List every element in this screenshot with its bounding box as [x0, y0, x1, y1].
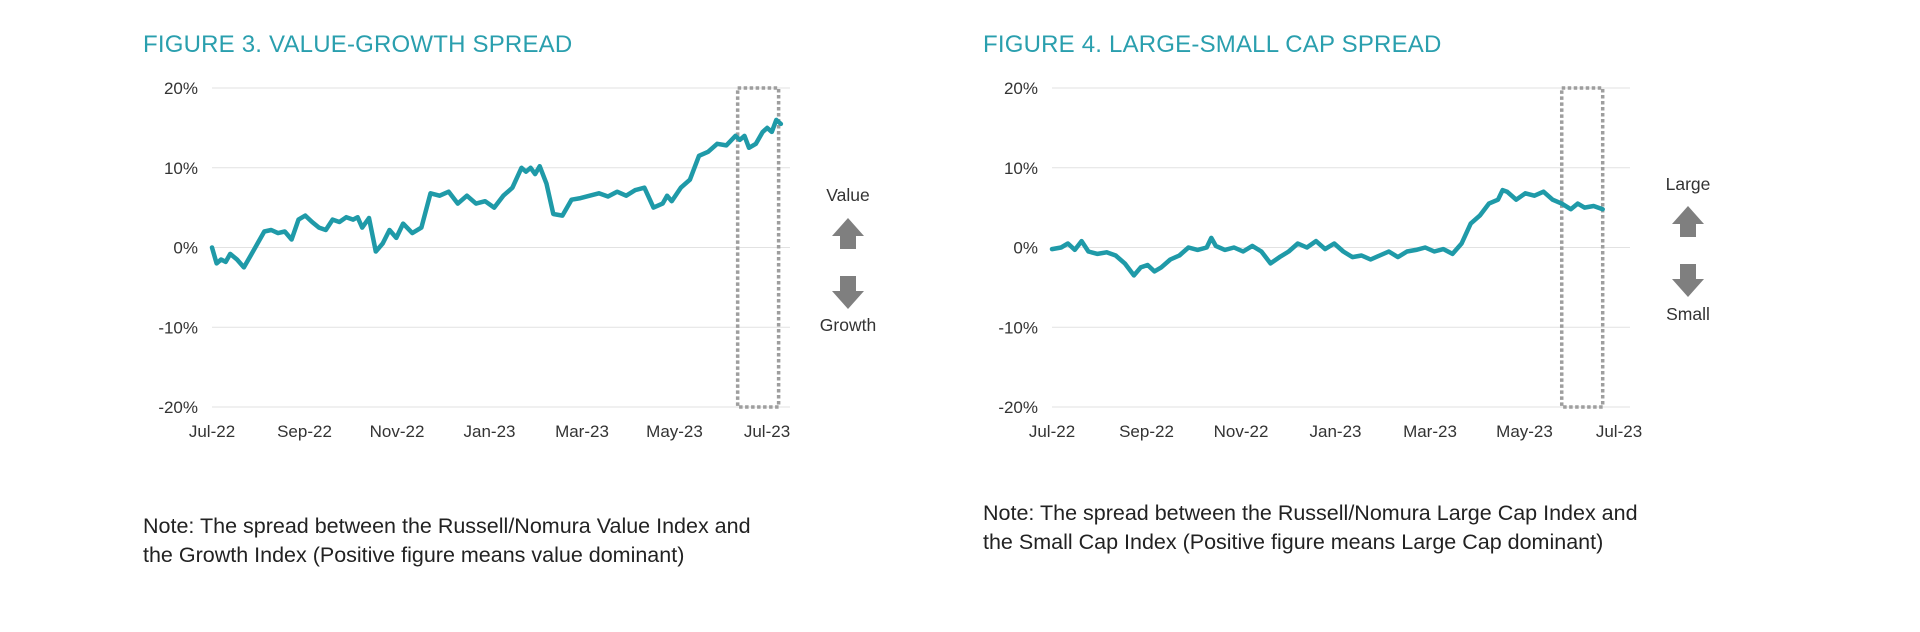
figure4-note-line1: Note: The spread between the Russell/Nom…	[983, 501, 1638, 525]
figure3-note-line2: the Growth Index (Positive figure means …	[143, 543, 685, 567]
y-tick-label: -10%	[158, 318, 198, 337]
x-tick-label: May-23	[1496, 422, 1553, 441]
x-tick-label: Jan-23	[1310, 422, 1362, 441]
y-tick-label: 0%	[173, 239, 198, 258]
large-small-chart: 20% 10% 0% -10% -20% Jul-22 Sep-22 Nov-22 Jan-23…	[998, 79, 1704, 441]
y-tick-label: -20%	[998, 398, 1038, 417]
figure3-note-line1: Note: The spread between the Russell/Nom…	[143, 514, 751, 538]
down-arrow-icon	[1672, 264, 1704, 297]
x-tick-label: Mar-23	[1403, 422, 1457, 441]
x-tick-label: Nov-22	[1214, 422, 1269, 441]
growth-label: Growth	[819, 315, 877, 335]
x-tick-label: May-23	[646, 422, 703, 441]
figure4-note: Note: The spread between the Russell/Nom…	[983, 499, 1638, 557]
highlight-box	[735, 86, 781, 409]
x-tick-label: Jul-23	[1596, 422, 1642, 441]
y-tick-label: 0%	[1013, 239, 1038, 258]
down-arrow-icon	[832, 276, 864, 309]
highlight-box	[1559, 86, 1605, 409]
series-line	[209, 117, 784, 270]
large-label: Large	[1665, 174, 1711, 194]
figure3-note: Note: The spread between the Russell/Nom…	[143, 512, 751, 570]
y-tick-label: -20%	[158, 398, 198, 417]
small-label: Small	[1666, 304, 1710, 324]
up-arrow-icon	[1672, 206, 1704, 237]
y-tick-label: 10%	[164, 159, 198, 178]
figure4-note-line2: the Small Cap Index (Positive figure mea…	[983, 530, 1604, 554]
y-tick-label: -10%	[998, 318, 1038, 337]
figure3-title: FIGURE 3. VALUE-GROWTH SPREAD	[143, 31, 573, 58]
series-line	[1049, 187, 1605, 278]
x-tick-label: Jan-23	[464, 422, 516, 441]
x-tick-label: Mar-23	[555, 422, 609, 441]
up-arrow-icon	[832, 218, 864, 249]
value-label: Value	[826, 185, 870, 205]
y-tick-label: 10%	[1004, 159, 1038, 178]
figure4-title: FIGURE 4. LARGE-SMALL CAP SPREAD	[983, 31, 1442, 58]
x-tick-label: Nov-22	[370, 422, 425, 441]
x-tick-label: Jul-23	[744, 422, 790, 441]
x-tick-label: Sep-22	[1119, 422, 1174, 441]
x-tick-label: Sep-22	[277, 422, 332, 441]
y-tick-label: 20%	[1004, 79, 1038, 98]
x-tick-label: Jul-22	[1029, 422, 1075, 441]
value-growth-chart: 20% 10% 0% -10% -20% Jul-22 Sep-22 Nov-22 Jan-23…	[158, 79, 864, 441]
x-tick-label: Jul-22	[189, 422, 235, 441]
y-tick-label: 20%	[164, 79, 198, 98]
